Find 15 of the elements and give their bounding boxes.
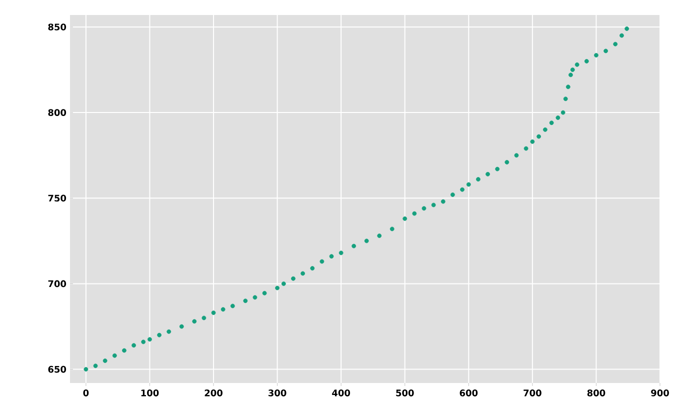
x-tick-label: 900 xyxy=(651,390,669,396)
x-tick-label: 300 xyxy=(268,390,286,396)
x-tick-label: 200 xyxy=(204,390,222,396)
y-tick-label: 650 xyxy=(48,366,66,373)
y-tick-label: 700 xyxy=(48,280,66,288)
x-tick-label: 600 xyxy=(460,390,478,396)
x-tick-label: 100 xyxy=(141,390,159,396)
y-tick-label: 750 xyxy=(48,194,66,202)
x-tick-label: 800 xyxy=(587,390,606,396)
x-tick-label: 0 xyxy=(83,390,89,396)
y-tick-label: 800 xyxy=(48,109,66,116)
x-tick-label: 500 xyxy=(396,390,414,396)
y-tick-label: 850 xyxy=(48,24,66,30)
x-tick-label: 700 xyxy=(524,390,542,396)
x-tick-label: 400 xyxy=(332,390,350,396)
